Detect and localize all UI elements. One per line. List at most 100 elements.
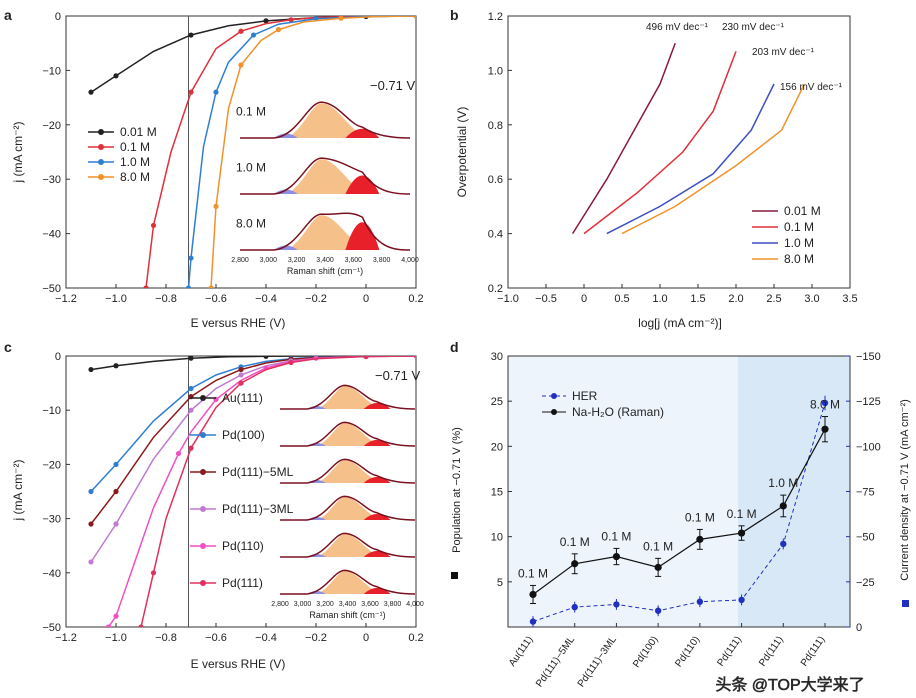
- raman-envelope: [240, 212, 411, 251]
- legend-label: 0.1 M: [120, 140, 150, 154]
- series-0.01 M: [88, 16, 416, 95]
- panel-b-letter: b: [450, 7, 459, 23]
- y-tick-label: −50: [42, 283, 61, 295]
- x-tick-label: −1.0: [105, 632, 127, 644]
- data-point: [238, 62, 244, 68]
- y-tick-label: −40: [42, 568, 61, 580]
- data-point: [113, 73, 119, 79]
- data-point: [250, 32, 257, 38]
- y-tick-label: −30: [42, 514, 61, 526]
- tafel-slope-label: 496 mV dec⁻¹: [646, 22, 709, 33]
- y-tick-label: −10: [42, 65, 61, 77]
- x-tick-label: −0.5: [535, 293, 557, 305]
- x-tick-label: 0.2: [408, 632, 423, 644]
- data-point: [188, 445, 194, 451]
- legend-marker: [200, 432, 206, 438]
- raman-band-orange: [282, 103, 373, 138]
- y-tick-label: 0.6: [488, 174, 503, 186]
- series-line: [583, 51, 737, 235]
- data-point: [188, 32, 194, 38]
- concentration-label: 0.1 M: [643, 539, 673, 553]
- legend-label: Pd(100): [222, 428, 265, 442]
- x-tick-label: −0.4: [255, 632, 277, 644]
- data-point: [363, 356, 369, 360]
- inset-tick-label: 2,800: [271, 601, 289, 608]
- legend-marker: [98, 159, 104, 165]
- raman-point: [779, 502, 787, 510]
- inset-tick-label: 3,800: [373, 257, 391, 264]
- panel-c-ylabel: j (mA cm⁻²): [11, 460, 25, 522]
- y-tick-label: −30: [42, 174, 61, 186]
- data-point: [208, 285, 214, 288]
- panel-c-inset: 2,800 3,000 3,200 3,400 3,600 3,800 4,000 Raman…: [271, 368, 424, 620]
- data-point: [288, 359, 294, 366]
- data-point: [338, 16, 344, 21]
- panel-c-letter: c: [4, 339, 12, 355]
- inset-tick-label: 3,000: [260, 257, 278, 264]
- data-point: [105, 624, 112, 627]
- x-tick-label: 1.0: [652, 293, 667, 305]
- x-tick-label: −1.0: [497, 293, 519, 305]
- series-line: [90, 356, 416, 563]
- watermark: 头条 @TOP大学来了: [715, 676, 864, 694]
- y-tick-label-right: −125: [856, 396, 881, 408]
- raman-band-orange: [313, 460, 386, 483]
- x-tick-label: 0: [363, 293, 369, 305]
- data-point: [275, 27, 282, 33]
- raman-band-red: [345, 222, 380, 250]
- y-tick-label-right: −75: [856, 487, 875, 499]
- raman-envelope: [280, 384, 416, 410]
- legend-marker: [200, 580, 206, 586]
- panel-b-ylabel: Overpotential (V): [455, 107, 469, 198]
- data-point: [213, 203, 219, 209]
- y-tick-label: −20: [42, 459, 61, 471]
- inset-tick-label: 3,400: [339, 601, 357, 608]
- series-Pd(111): [138, 356, 416, 627]
- region-light: [508, 356, 738, 627]
- category-label: Pd(111)−3ML: [576, 634, 619, 689]
- inset-tick-label: 4,000: [401, 257, 419, 264]
- raman-point: [654, 563, 662, 571]
- data-point: [88, 488, 94, 495]
- y-tick-label: 20: [491, 441, 503, 453]
- her-point: [821, 399, 829, 407]
- data-point: [113, 613, 119, 619]
- data-point: [113, 488, 119, 495]
- data-point: [188, 385, 194, 392]
- y-tick-label: 10: [491, 532, 503, 544]
- concentration-label: 0.1 M: [518, 566, 548, 580]
- series-her-line: [532, 402, 826, 623]
- left-axis-marker: [451, 572, 458, 579]
- category-label: Pd(111): [715, 634, 744, 668]
- panel-a-letter: a: [4, 7, 12, 23]
- legend-marker: [551, 409, 557, 415]
- series-0.01 M: [571, 42, 676, 234]
- her-point: [780, 540, 787, 548]
- category-label: Pd(100): [631, 634, 660, 669]
- her-point: [571, 603, 578, 611]
- data-point: [113, 363, 119, 369]
- y-tick-label-right: −150: [856, 351, 881, 363]
- raman-envelope: [280, 421, 416, 447]
- panel-d: d 5 10 15 20 25 30 0 −25 −50 −75 −100 −125 −150 Au(11…: [450, 339, 911, 689]
- y-tick-label: 0: [55, 351, 61, 363]
- data-point: [263, 356, 269, 359]
- tafel-slope-label: 203 mV dec⁻¹: [752, 47, 815, 58]
- inset-xlabel: Raman shift (cm⁻¹): [287, 266, 363, 276]
- category-label: Pd(111)−5ML: [534, 634, 577, 689]
- raman-point: [737, 529, 746, 537]
- data-point: [238, 380, 244, 386]
- data-point: [238, 28, 244, 34]
- raman-band-orange: [313, 497, 386, 520]
- legend-label: 0.1 M: [784, 220, 814, 234]
- y-tick-label: 1.0: [488, 65, 503, 77]
- y-tick-label: −50: [42, 622, 61, 634]
- panel-d-ylabel-left: Population at −0.71 V (%): [451, 427, 463, 553]
- series-line: [571, 42, 676, 234]
- x-tick-label: −0.8: [155, 632, 177, 644]
- x-tick-label: −0.2: [305, 632, 327, 644]
- y-tick-label: 0.8: [488, 120, 503, 132]
- panel-a-ylabel: j (mA cm⁻²): [11, 122, 25, 184]
- data-point: [138, 624, 144, 627]
